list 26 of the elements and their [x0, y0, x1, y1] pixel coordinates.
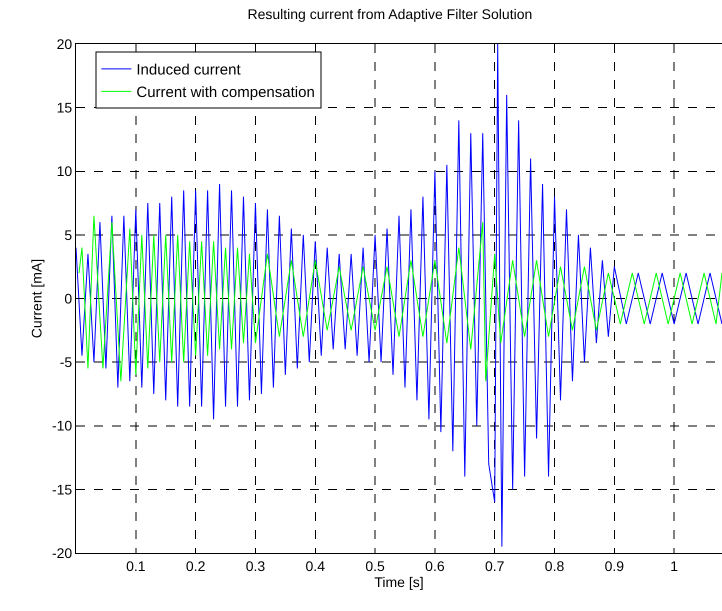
legend-label: Induced current: [136, 62, 242, 79]
x-axis-title: Time [s]: [374, 574, 424, 590]
y-tick-label: -5: [60, 354, 72, 370]
x-tick-label: 0.9: [604, 558, 624, 574]
x-tick-label: 0.2: [186, 558, 206, 574]
y-tick-label: -20: [52, 544, 72, 561]
line-series: [76, 44, 722, 548]
y-tick-label: 20: [56, 36, 72, 52]
y-axis-title: Current [mA]: [28, 258, 45, 338]
chart-title: Resulting current from Adaptive Filter Solution: [247, 6, 532, 22]
y-tick-label: 15: [56, 100, 72, 116]
x-tick-label: 0.3: [246, 558, 266, 574]
x-tick-label: 1: [670, 558, 678, 574]
y-tick-label: 0: [64, 290, 72, 306]
x-tick-label: 0.1: [126, 558, 146, 574]
x-tick-label: 0.5: [365, 558, 386, 574]
y-tick-label: 5: [64, 226, 72, 243]
y-tick-label: 10: [56, 163, 72, 180]
x-tick-label: 0.7: [484, 558, 505, 574]
legend-label: Current with compensation: [136, 84, 315, 102]
x-tick-label: 0.8: [544, 558, 564, 574]
y-tick-label: -10: [52, 418, 72, 434]
y-tick-label: -15: [52, 481, 72, 498]
line-series: [78, 215, 722, 382]
x-tick-label: 0.4: [306, 558, 326, 574]
x-tick-label: 0.6: [425, 558, 445, 574]
